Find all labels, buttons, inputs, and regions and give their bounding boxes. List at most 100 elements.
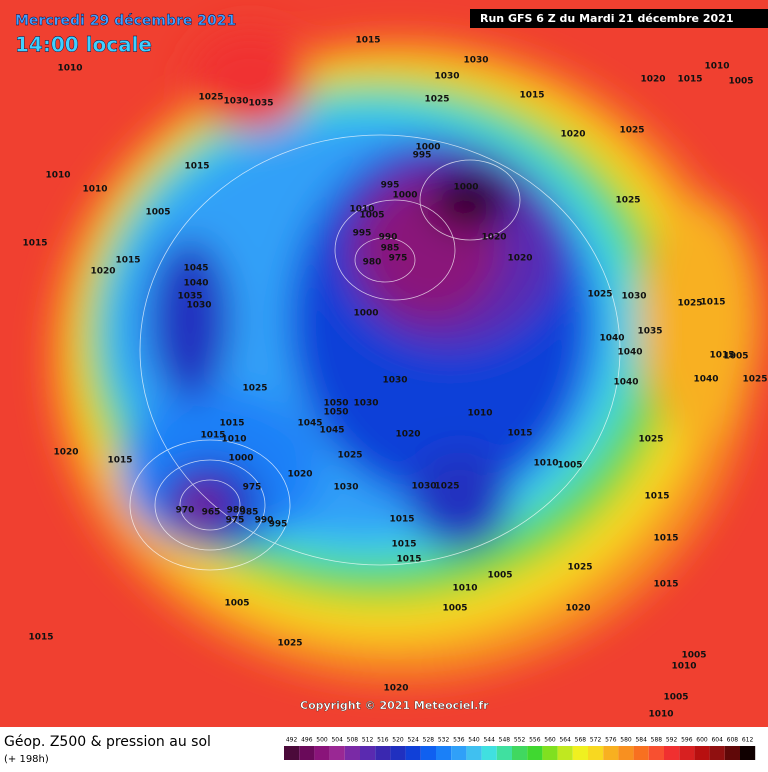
colorbar-label: 572	[590, 737, 602, 744]
isobar-label: 1025	[337, 451, 362, 461]
isobar-label: 1025	[619, 126, 644, 136]
colorbar-label: 548	[499, 737, 511, 744]
isobar-label: 1015	[389, 515, 414, 525]
colorbar-label: 552	[514, 737, 526, 744]
isobar-label: 1025	[242, 384, 267, 394]
isobar-label: 1000	[392, 191, 417, 201]
colorbar-swatch	[603, 746, 619, 760]
colorbar-label: 524	[407, 737, 419, 744]
colorbar-label: 588	[651, 737, 663, 744]
isobar-label: 1005	[145, 208, 170, 218]
isobar-label: 1025	[615, 196, 640, 206]
isobar-label: 980	[227, 506, 246, 516]
colorbar-label: 496	[301, 737, 313, 744]
colorbar-label: 608	[727, 737, 739, 744]
isobar-label: 1025	[277, 639, 302, 649]
isobar-label: 1010	[349, 205, 374, 215]
isobar-label: 1010	[467, 409, 492, 419]
isobar-label: 980	[363, 258, 382, 268]
isobar-label: 975	[389, 254, 408, 264]
run-box	[470, 9, 768, 28]
colorbar-swatch	[724, 746, 740, 760]
isobar-label: 1015	[396, 555, 421, 565]
colorbar-swatch	[618, 746, 634, 760]
colorbar-swatch	[572, 746, 588, 760]
isobar-label: 965	[202, 508, 221, 518]
isobar-label: 1025	[198, 93, 223, 103]
isobar-label: 1020	[481, 233, 506, 243]
isobar-label: 1010	[221, 435, 246, 445]
isobar-label: 1010	[452, 584, 477, 594]
isobar-label: 1045	[319, 426, 344, 436]
isobar-label: 1030	[411, 482, 436, 492]
isobar-label: 1030	[621, 292, 646, 302]
isobar-label: 1040	[183, 279, 208, 289]
isobar-label: 1010	[648, 710, 673, 720]
isobar-label: 970	[176, 506, 195, 516]
colorbar-swatch	[709, 746, 725, 760]
isobar-label: 1005	[557, 461, 582, 471]
colorbar-swatch	[299, 746, 315, 760]
isobar-label: 1040	[693, 375, 718, 385]
isobars	[129, 134, 621, 571]
isobar-label: 1015	[644, 492, 669, 502]
isobar-label: 975	[243, 483, 262, 493]
isobar-label: 1020	[507, 254, 532, 264]
colorbar-swatch	[694, 746, 710, 760]
colorbar-swatch	[740, 746, 756, 760]
isobar-label: 1015	[519, 91, 544, 101]
isobar-label: 1010	[57, 64, 82, 74]
isobar-label: 1025	[742, 375, 767, 385]
colorbar-label: 528	[423, 737, 435, 744]
isobar-label: 1015	[184, 162, 209, 172]
isobar-label: 1020	[90, 267, 115, 277]
colorbar-label: 604	[711, 737, 723, 744]
isobar-label: 1015	[22, 239, 47, 249]
colorbar-label: 584	[635, 737, 647, 744]
isobar-label: 1015	[107, 456, 132, 466]
isobar-label: 1045	[297, 419, 322, 429]
colorbar-swatch	[557, 746, 573, 760]
isobar-label: 1005	[728, 77, 753, 87]
isobar-label: 1015	[653, 580, 678, 590]
isobar-label: 1015	[355, 36, 380, 46]
isobar-label: 1000	[415, 143, 440, 153]
footer-lead: (+ 198h)	[4, 754, 49, 765]
colorbar-swatch	[284, 746, 300, 760]
isobar-label: 1030	[186, 301, 211, 311]
isobar-label: 995	[381, 181, 400, 191]
date: Mercredi 29 décembre 2021	[15, 13, 236, 29]
isobar-label: 1040	[617, 348, 642, 358]
isobar-label: 1030	[223, 97, 248, 107]
isobar-label: 1005	[442, 604, 467, 614]
footer-title: Géop. Z500 & pression au sol	[4, 734, 211, 750]
local-time: 14:00 locale	[15, 33, 152, 57]
isobar-label: 1005	[663, 693, 688, 703]
colorbar-label: 560	[544, 737, 556, 744]
isobar-label: 1035	[248, 99, 273, 109]
isobar-label: 1010	[82, 185, 107, 195]
colorbar-label: 592	[666, 737, 678, 744]
colorbar-label: 576	[605, 737, 617, 744]
isobar-label: 1025	[677, 299, 702, 309]
isobar-label: 1015	[709, 351, 734, 361]
colorbar-label: 500	[316, 737, 328, 744]
colorbar-swatch	[588, 746, 604, 760]
isobar-label: 1025	[434, 482, 459, 492]
isobar-label: 1045	[183, 264, 208, 274]
colorbar-swatch	[375, 746, 391, 760]
colorbar-swatch	[344, 746, 360, 760]
isobar-label: 1015	[219, 419, 244, 429]
isobar-label: 1005	[723, 352, 748, 362]
isobar-label: 1050	[323, 399, 348, 409]
isobar-label: 995	[269, 520, 288, 530]
isobar-label: 1010	[704, 62, 729, 72]
isobar-label: 1015	[700, 298, 725, 308]
isobar-label: 1000	[353, 309, 378, 319]
isobar-label: 1010	[45, 171, 70, 181]
isobar-label: 1025	[587, 290, 612, 300]
isobar-label: 1000	[228, 454, 253, 464]
isobar-label: 1020	[395, 430, 420, 440]
